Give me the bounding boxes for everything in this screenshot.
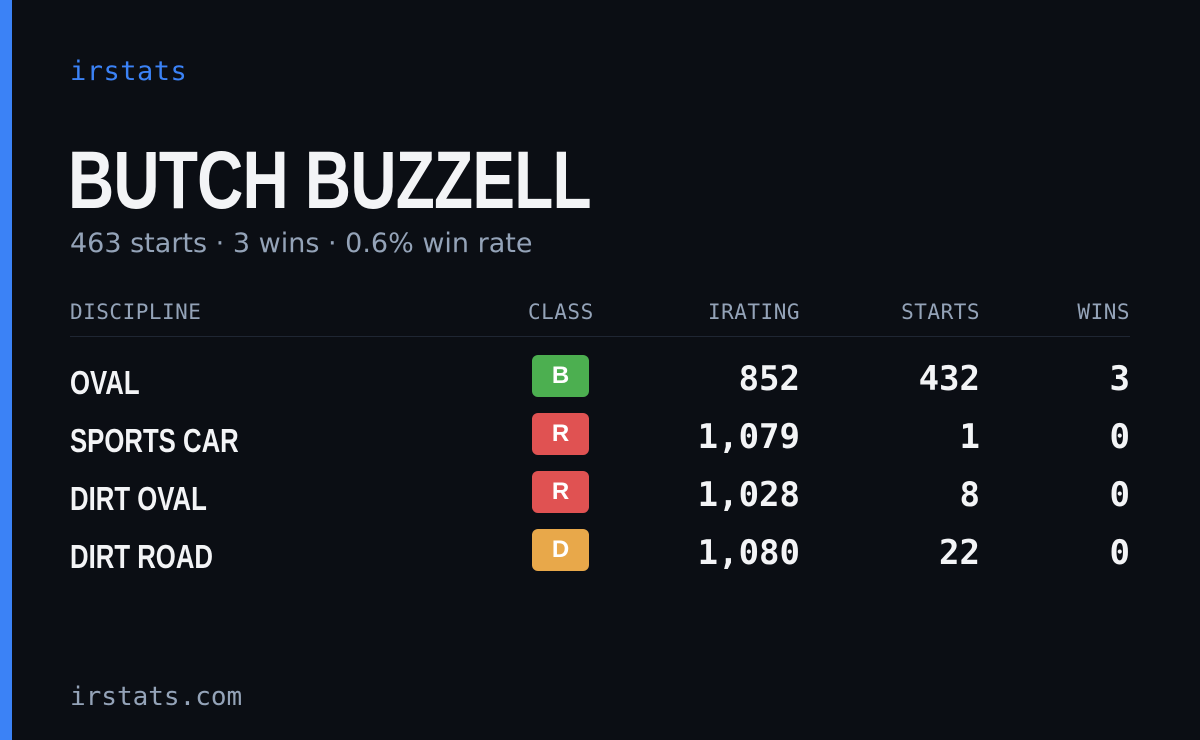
wins-value: 0: [1109, 533, 1130, 573]
table-row: OVAL B 852 432 3: [70, 353, 1130, 411]
discipline-name: OVAL: [70, 364, 140, 401]
table-row: DIRT OVAL R 1,028 8 0: [70, 469, 1130, 527]
header-starts: STARTS: [901, 300, 980, 324]
irating-value: 1,028: [697, 475, 800, 515]
starts-value: 8: [959, 475, 980, 515]
class-badge: D: [532, 529, 589, 571]
table-header: DISCIPLINE CLASS IRATING STARTS WINS: [70, 300, 1130, 337]
table-row: SPORTS CAR R 1,079 1 0: [70, 411, 1130, 469]
starts-value: 432: [918, 359, 980, 399]
driver-name: BUTCH BUZZELL: [68, 135, 592, 226]
class-badge: R: [532, 471, 589, 513]
header-discipline: DISCIPLINE: [70, 300, 202, 324]
wins-value: 0: [1109, 475, 1130, 515]
summary-separator: ·: [327, 228, 337, 259]
discipline-name: SPORTS CAR: [70, 422, 239, 459]
summary-separator: ·: [215, 228, 225, 259]
class-badge: R: [532, 413, 589, 455]
driver-summary: 463 starts · 3 wins · 0.6% win rate: [70, 228, 532, 259]
header-class: CLASS: [528, 300, 594, 324]
class-badge: B: [532, 355, 589, 397]
starts-value: 1: [959, 417, 980, 457]
table-body: OVAL B 852 432 3 SPORTS CAR R 1,079 1 0 …: [70, 353, 1130, 585]
wins-value: 0: [1109, 417, 1130, 457]
discipline-name: DIRT ROAD: [70, 538, 213, 575]
footer-url[interactable]: irstats.com: [70, 682, 243, 712]
wins-value: 3: [1109, 359, 1130, 399]
discipline-table: DISCIPLINE CLASS IRATING STARTS WINS OVA…: [70, 300, 1130, 585]
irating-value: 852: [738, 359, 800, 399]
brand-logo[interactable]: irstats: [70, 56, 188, 87]
irating-value: 1,080: [697, 533, 800, 573]
starts-value: 22: [939, 533, 980, 573]
header-wins: WINS: [1077, 300, 1130, 324]
summary-starts: 463 starts: [70, 228, 208, 259]
irating-value: 1,079: [697, 417, 800, 457]
discipline-name: DIRT OVAL: [70, 480, 207, 517]
accent-bar: [0, 0, 12, 740]
summary-win-rate: 0.6% win rate: [345, 228, 533, 259]
header-irating: IRATING: [707, 300, 800, 324]
table-row: DIRT ROAD D 1,080 22 0: [70, 527, 1130, 585]
summary-wins: 3 wins: [232, 228, 320, 259]
